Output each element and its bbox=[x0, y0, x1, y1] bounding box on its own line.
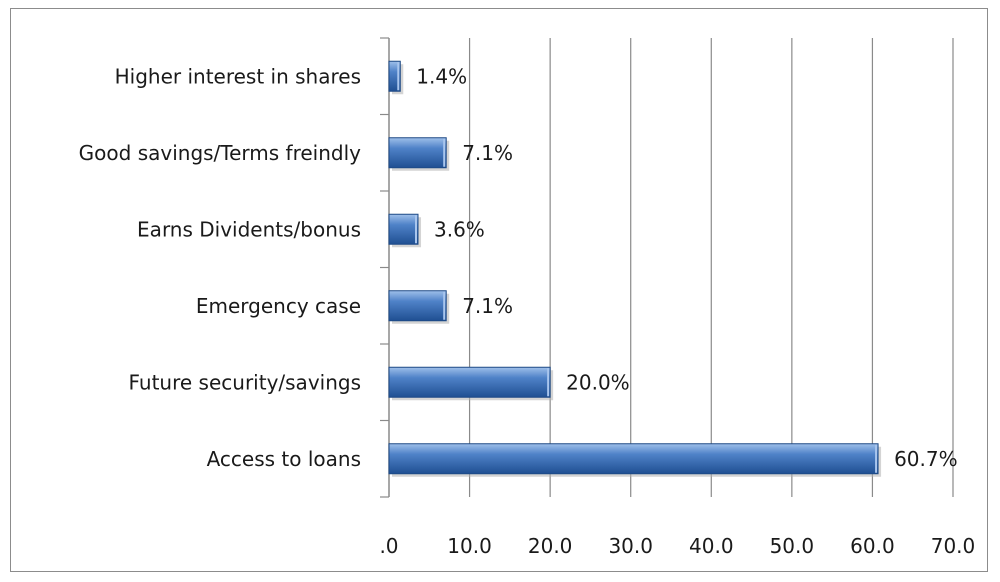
chart-frame bbox=[10, 8, 988, 572]
x-tick-label: 20.0 bbox=[528, 534, 573, 558]
x-tick-label: 40.0 bbox=[689, 534, 734, 558]
x-tick-label: 50.0 bbox=[770, 534, 815, 558]
bar bbox=[388, 443, 879, 475]
x-tick-label: 30.0 bbox=[608, 534, 653, 558]
category-label: Earns Dividents/bonus bbox=[137, 217, 361, 241]
category-label: Higher interest in shares bbox=[115, 64, 361, 88]
bar bbox=[388, 290, 447, 322]
data-label: 1.4% bbox=[416, 64, 467, 88]
bar bbox=[388, 60, 401, 92]
category-label: Good savings/Terms freindly bbox=[79, 141, 361, 165]
category-label: Access to loans bbox=[207, 447, 361, 471]
data-label: 60.7% bbox=[894, 447, 958, 471]
data-label: 7.1% bbox=[462, 141, 513, 165]
x-tick-label: 70.0 bbox=[931, 534, 976, 558]
axes bbox=[380, 37, 390, 498]
category-label: Future security/savings bbox=[129, 370, 362, 394]
bars bbox=[388, 60, 882, 477]
category-label: Emergency case bbox=[196, 294, 361, 318]
labels: .0 10.0 20.0 30.0 40.0 50.0 60.0 70.0 Access to … bbox=[79, 64, 976, 558]
data-label: 7.1% bbox=[462, 294, 513, 318]
gridlines bbox=[468, 38, 954, 497]
x-tick-label: 60.0 bbox=[850, 534, 895, 558]
x-tick-label: 10.0 bbox=[447, 534, 492, 558]
bar bbox=[388, 366, 551, 398]
x-tick-label: .0 bbox=[379, 534, 398, 558]
data-label: 20.0% bbox=[566, 370, 630, 394]
bar bbox=[388, 213, 419, 245]
data-label: 3.6% bbox=[434, 217, 485, 241]
bar bbox=[388, 137, 447, 169]
